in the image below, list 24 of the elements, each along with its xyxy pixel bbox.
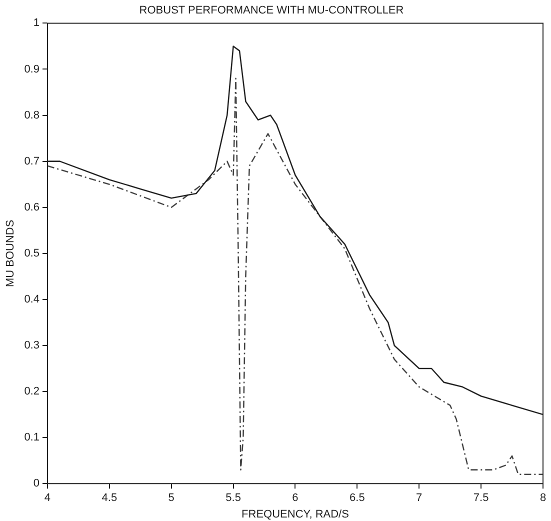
y-tick-label: 0.9	[24, 63, 40, 76]
x-axis-title: FREQUENCY, RAD/S	[242, 508, 349, 520]
y-tick-label: 0	[33, 478, 40, 490]
x-tick-label: 5	[168, 492, 174, 504]
y-tick-label: 0.4	[24, 293, 40, 306]
x-tick-label: 7	[416, 492, 422, 504]
y-tick-label: 0.5	[24, 247, 40, 260]
line-series	[47, 78, 543, 476]
y-tick-label: 0.8	[24, 109, 40, 122]
y-tick-label: 0.2	[24, 386, 40, 398]
chart-title: ROBUST PERFORMANCE WITH MU-CONTROLLER	[139, 4, 404, 17]
y-axis-title: MU BOUNDS	[4, 220, 17, 288]
x-tick-label: 6.5	[350, 492, 365, 504]
y-tick-label: 0.7	[24, 155, 40, 168]
y-tick-label: 1	[33, 17, 40, 30]
x-tick-label: 7.5	[473, 492, 489, 504]
x-tick-label: 8	[540, 492, 546, 504]
x-tick-label: 4	[44, 492, 51, 504]
y-tick-label: 0.6	[24, 201, 40, 214]
x-tick-label: 4.5	[102, 492, 118, 504]
x-tick-label: 5.5	[226, 492, 241, 504]
y-tick-label: 0.1	[24, 432, 40, 444]
x-tick-label: 6	[292, 492, 298, 504]
y-tick-label: 0.3	[24, 340, 40, 352]
